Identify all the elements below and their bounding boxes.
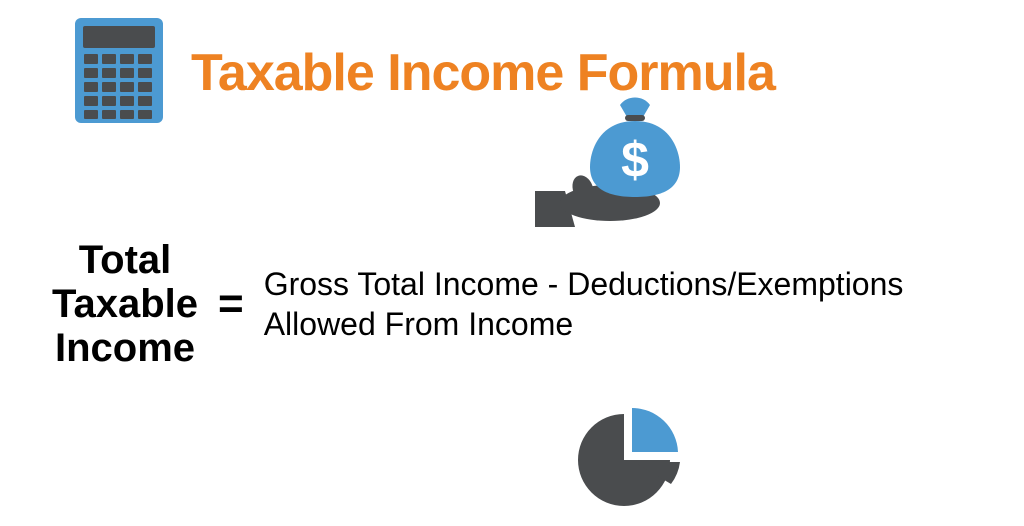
page-title: Taxable Income Formula <box>191 43 775 103</box>
rhs-line1: Gross Total Income - Deductions/Exemptio… <box>264 264 904 304</box>
money-hand-icon: $ <box>535 95 690 240</box>
rhs-line2: Allowed From Income <box>264 304 904 344</box>
calculator-icon <box>75 18 163 128</box>
formula-lhs: Total Taxable Income <box>40 238 210 370</box>
svg-text:$: $ <box>621 132 649 188</box>
equals-sign: = <box>218 279 244 329</box>
lhs-line2: Taxable <box>40 282 210 326</box>
lhs-line3: Income <box>40 326 210 370</box>
formula-rhs: Gross Total Income - Deductions/Exemptio… <box>264 264 904 344</box>
lhs-line1: Total <box>40 238 210 282</box>
pie-chart-icon <box>574 408 684 518</box>
formula-equation: Total Taxable Income = Gross Total Incom… <box>40 238 903 370</box>
